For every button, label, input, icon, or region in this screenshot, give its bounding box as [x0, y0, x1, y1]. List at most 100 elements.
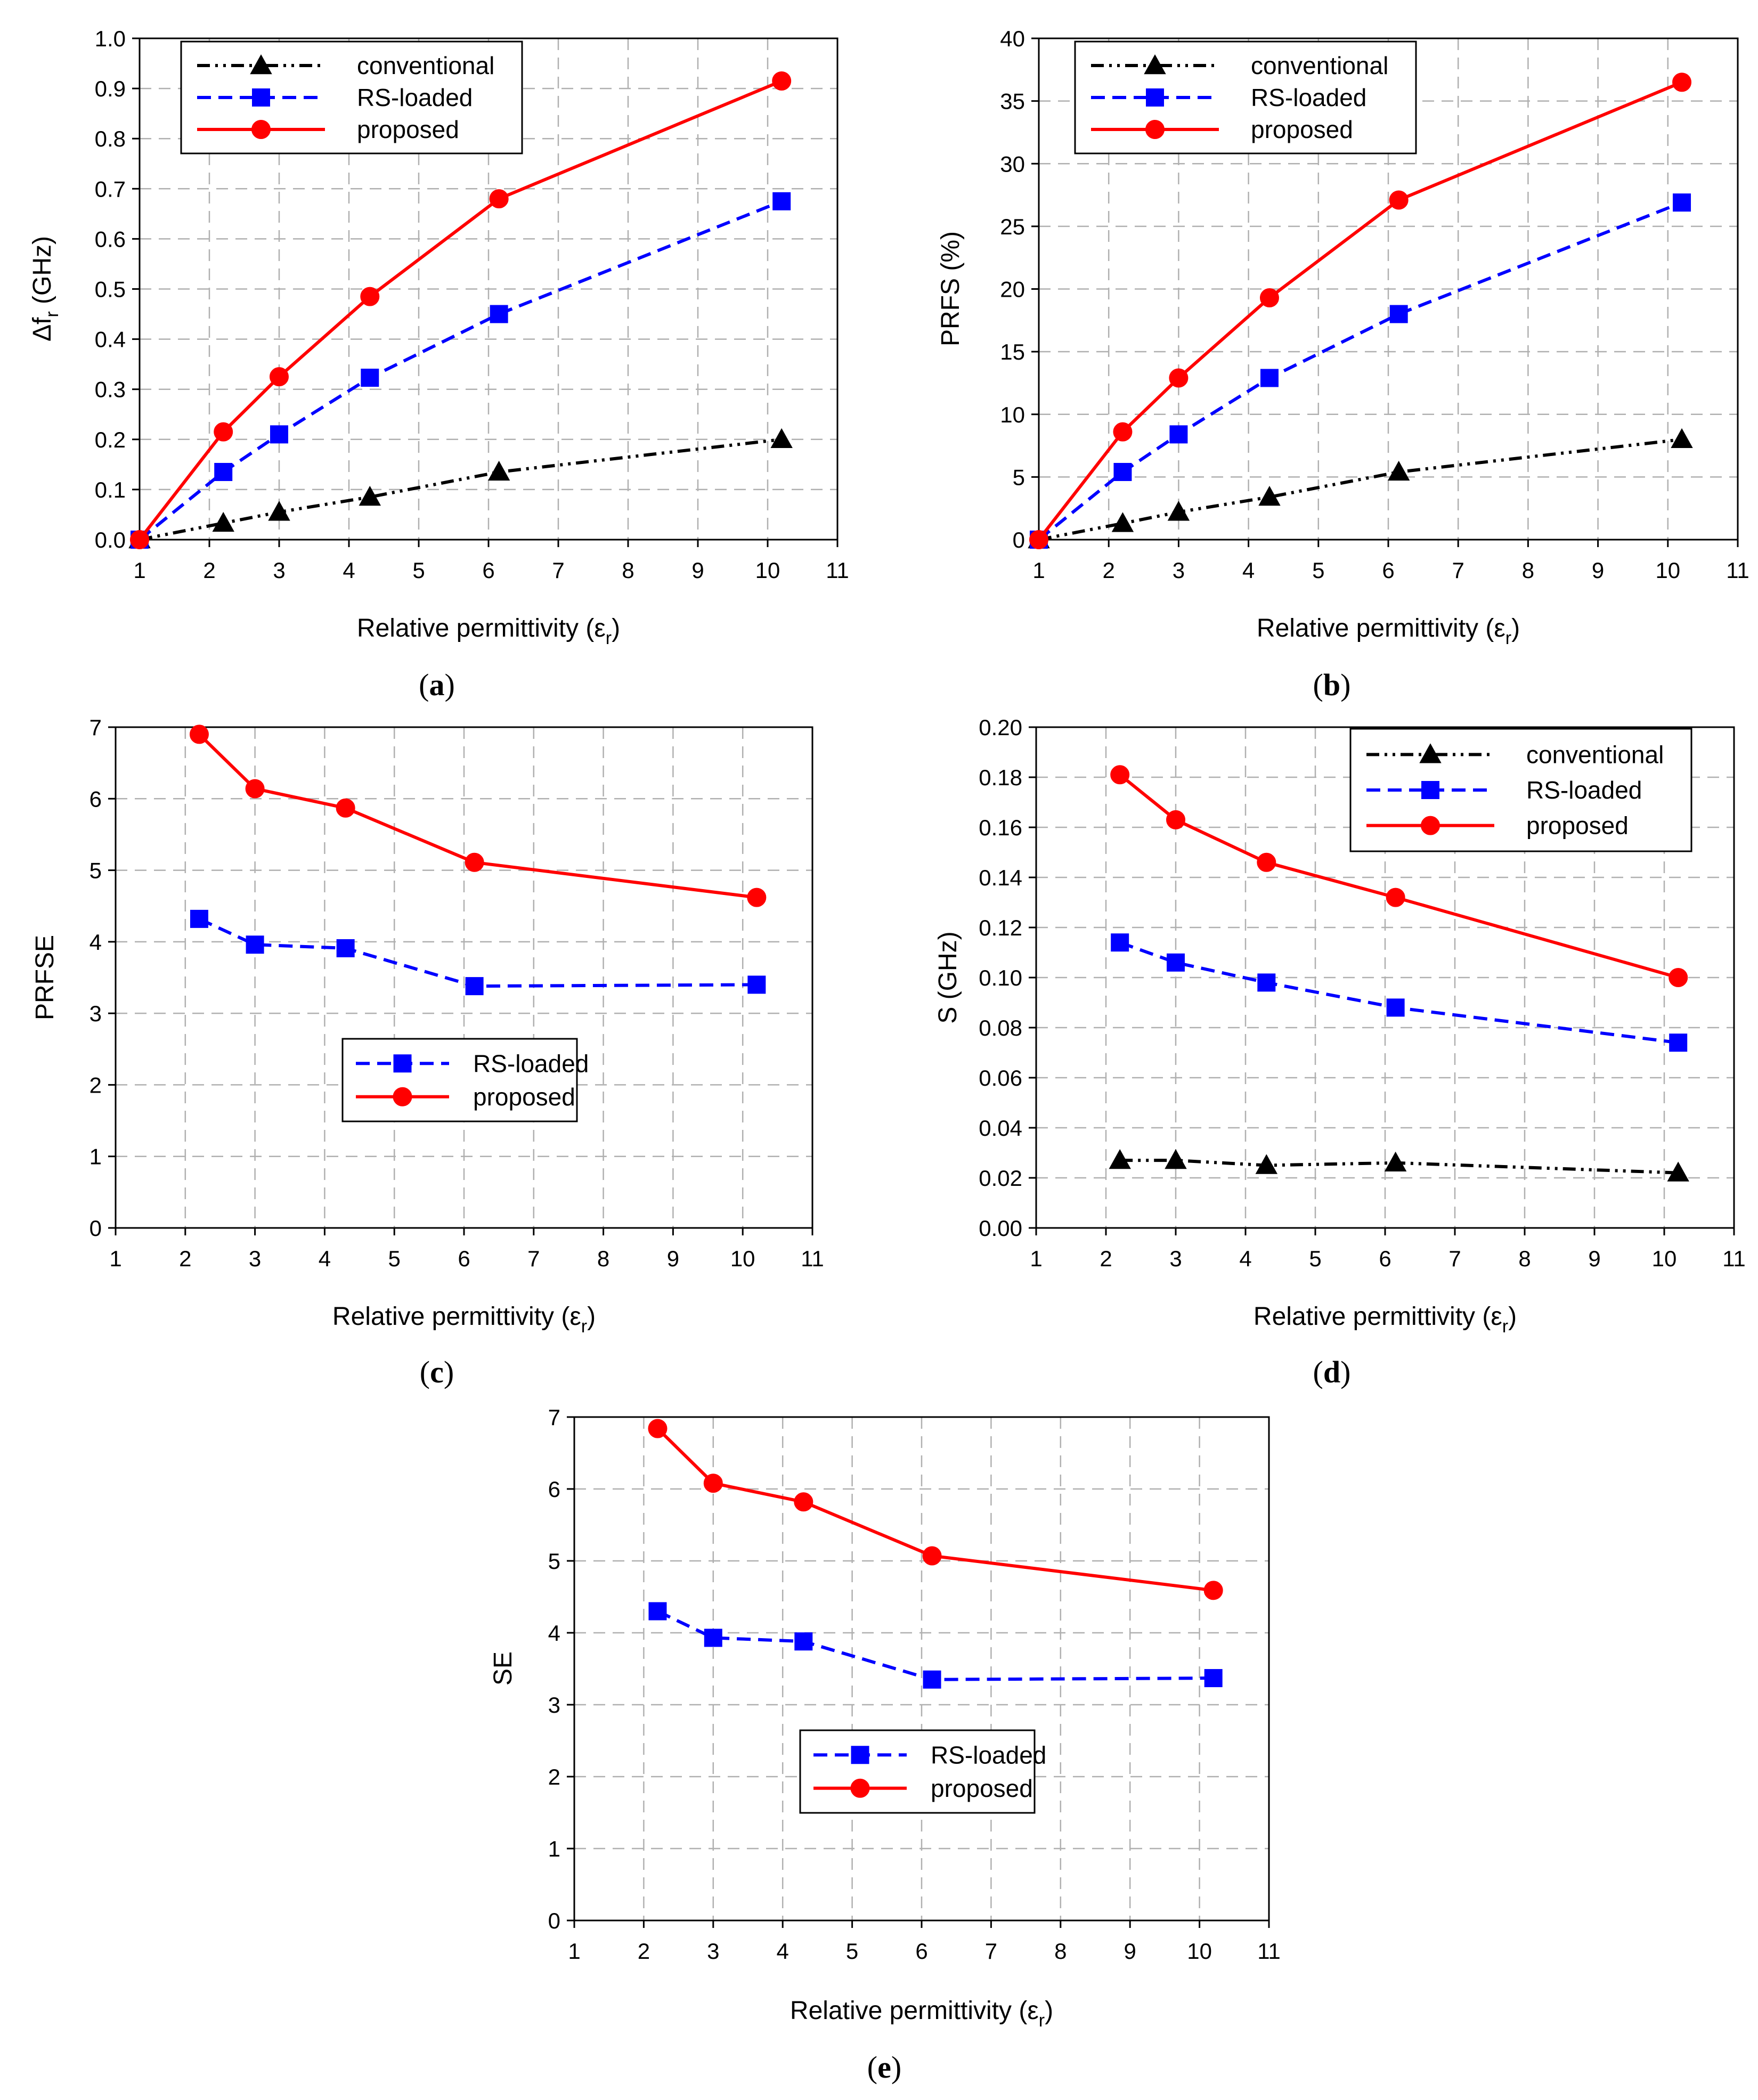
- data-point: [1113, 422, 1133, 442]
- y-tick-label: 0.16: [979, 815, 1022, 840]
- x-tick-label: 3: [1169, 1246, 1182, 1271]
- data-point: [747, 888, 767, 907]
- x-tick-label: 2: [179, 1246, 191, 1271]
- data-point: [794, 1632, 813, 1651]
- x-tick-label: 7: [552, 558, 564, 583]
- y-tick-label: 0.08: [979, 1015, 1022, 1040]
- y-tick-label: 30: [1000, 151, 1025, 176]
- legend: conventional RS-loaded proposed: [1349, 728, 1692, 852]
- x-tick-label: 5: [1309, 1246, 1321, 1271]
- y-tick-label: 0.02: [979, 1166, 1022, 1191]
- data-point: [1667, 1161, 1689, 1182]
- series-conventional: [128, 428, 793, 549]
- data-point: [1167, 953, 1185, 972]
- x-tick-label: 4: [319, 1246, 331, 1271]
- data-point: [489, 189, 509, 209]
- x-tick-label: 10: [755, 558, 780, 583]
- data-point: [923, 1670, 941, 1689]
- data-point: [336, 798, 355, 818]
- data-point: [465, 977, 484, 996]
- data-point: [1257, 852, 1276, 872]
- y-tick-label: 0.5: [95, 277, 126, 302]
- legend-label: proposed: [1526, 812, 1629, 840]
- data-point: [214, 422, 233, 442]
- caption-open: (: [420, 1355, 430, 1389]
- x-tick-label: 5: [388, 1246, 401, 1271]
- chart-panel-b: 1 2 3 4 5 6 7 8 9 10 11 0 5 10 15 20 25 30 35 40 Relative pe…: [937, 26, 1749, 702]
- legend-label: RS-loaded: [473, 1049, 589, 1077]
- x-tick-label: 6: [915, 1939, 927, 1964]
- y-tick-label: 1: [548, 1836, 560, 1861]
- y-tick-label: 0.14: [979, 865, 1022, 890]
- data-point: [361, 369, 379, 387]
- legend-marker: [251, 120, 271, 139]
- x-tick-label: 3: [1173, 558, 1185, 583]
- data-point: [1387, 460, 1410, 481]
- legend-marker: [1419, 743, 1442, 763]
- data-point: [487, 460, 510, 481]
- x-tick-label: 8: [1518, 1246, 1531, 1271]
- y-tick-label: 0.8: [95, 126, 126, 151]
- legend-marker: [1146, 88, 1164, 107]
- data-point: [1384, 1151, 1407, 1171]
- y-tick-label: 0.18: [979, 765, 1022, 790]
- panel-caption: (b): [1313, 668, 1351, 702]
- data-point: [1671, 428, 1693, 448]
- x-tick-label: 6: [1379, 1246, 1391, 1271]
- legend-box: [1074, 40, 1417, 154]
- x-tick-label: 8: [622, 558, 634, 583]
- y-axis-label-sub: r: [42, 311, 62, 317]
- x-tick-label: 9: [1592, 558, 1604, 583]
- data-point: [1669, 968, 1688, 987]
- x-tick-label: 3: [273, 558, 285, 583]
- legend-marker: [250, 54, 272, 75]
- x-tick-label: 11: [826, 558, 849, 583]
- data-point: [648, 1602, 667, 1621]
- y-tick-label: 0: [1013, 527, 1025, 552]
- series-line: [1038, 437, 1682, 541]
- y-tick-label: 0.2: [95, 427, 126, 452]
- chart-panel-a: 1 2 3 4 5 6 7 8 9 10 11 0.0 0.1 0.2 0.3 0.4 0.5 0.6 0.7 0.8…: [28, 26, 849, 702]
- legend-label: proposed: [473, 1083, 575, 1111]
- data-point: [1258, 485, 1281, 506]
- legend-marker: [393, 1087, 412, 1106]
- x-tick-label: 9: [1124, 1939, 1136, 1964]
- x-axis-label: Relative permittivity (εr): [790, 1997, 1053, 2031]
- x-axis-label-sub: r: [1039, 2011, 1045, 2031]
- y-tick-label: 6: [89, 786, 102, 811]
- y-tick-label: 0.04: [979, 1116, 1022, 1141]
- y-tick-label: 0.00: [979, 1216, 1022, 1241]
- x-tick-label: 10: [730, 1246, 755, 1271]
- y-tick-label: 0.1: [95, 477, 126, 502]
- x-axis-label-sub: r: [1505, 628, 1511, 648]
- y-tick-label: 0.4: [95, 327, 126, 352]
- data-point: [1109, 1149, 1131, 1169]
- series-proposed: [648, 1419, 1223, 1600]
- y-tick-label: 5: [1013, 465, 1025, 490]
- x-axis-label-sub: r: [581, 1316, 587, 1337]
- data-point: [360, 287, 380, 306]
- x-tick-label: 11: [1726, 558, 1749, 583]
- x-axis-label-close: ): [612, 614, 620, 642]
- data-point: [245, 779, 265, 799]
- x-tick-label: 1: [568, 1939, 580, 1964]
- y-axis-label: SE: [489, 1651, 517, 1686]
- y-tick-label: 4: [89, 930, 102, 955]
- data-point: [1111, 933, 1129, 952]
- y-tick-label: 0.0: [95, 527, 126, 552]
- data-point: [1113, 462, 1132, 481]
- legend: RS-loaded proposed: [799, 1729, 1046, 1814]
- legend-marker: [1145, 120, 1165, 139]
- x-tick-label: 4: [1239, 1246, 1251, 1271]
- caption-close: ): [891, 2050, 901, 2085]
- x-tick-label: 3: [249, 1246, 261, 1271]
- y-tick-label: 15: [1000, 339, 1025, 364]
- data-point: [648, 1419, 668, 1438]
- data-point: [703, 1474, 723, 1493]
- y-tick-label: 10: [1000, 402, 1025, 427]
- x-tick-label: 2: [203, 558, 215, 583]
- data-point: [359, 485, 381, 506]
- y-tick-label: 0.7: [95, 176, 126, 201]
